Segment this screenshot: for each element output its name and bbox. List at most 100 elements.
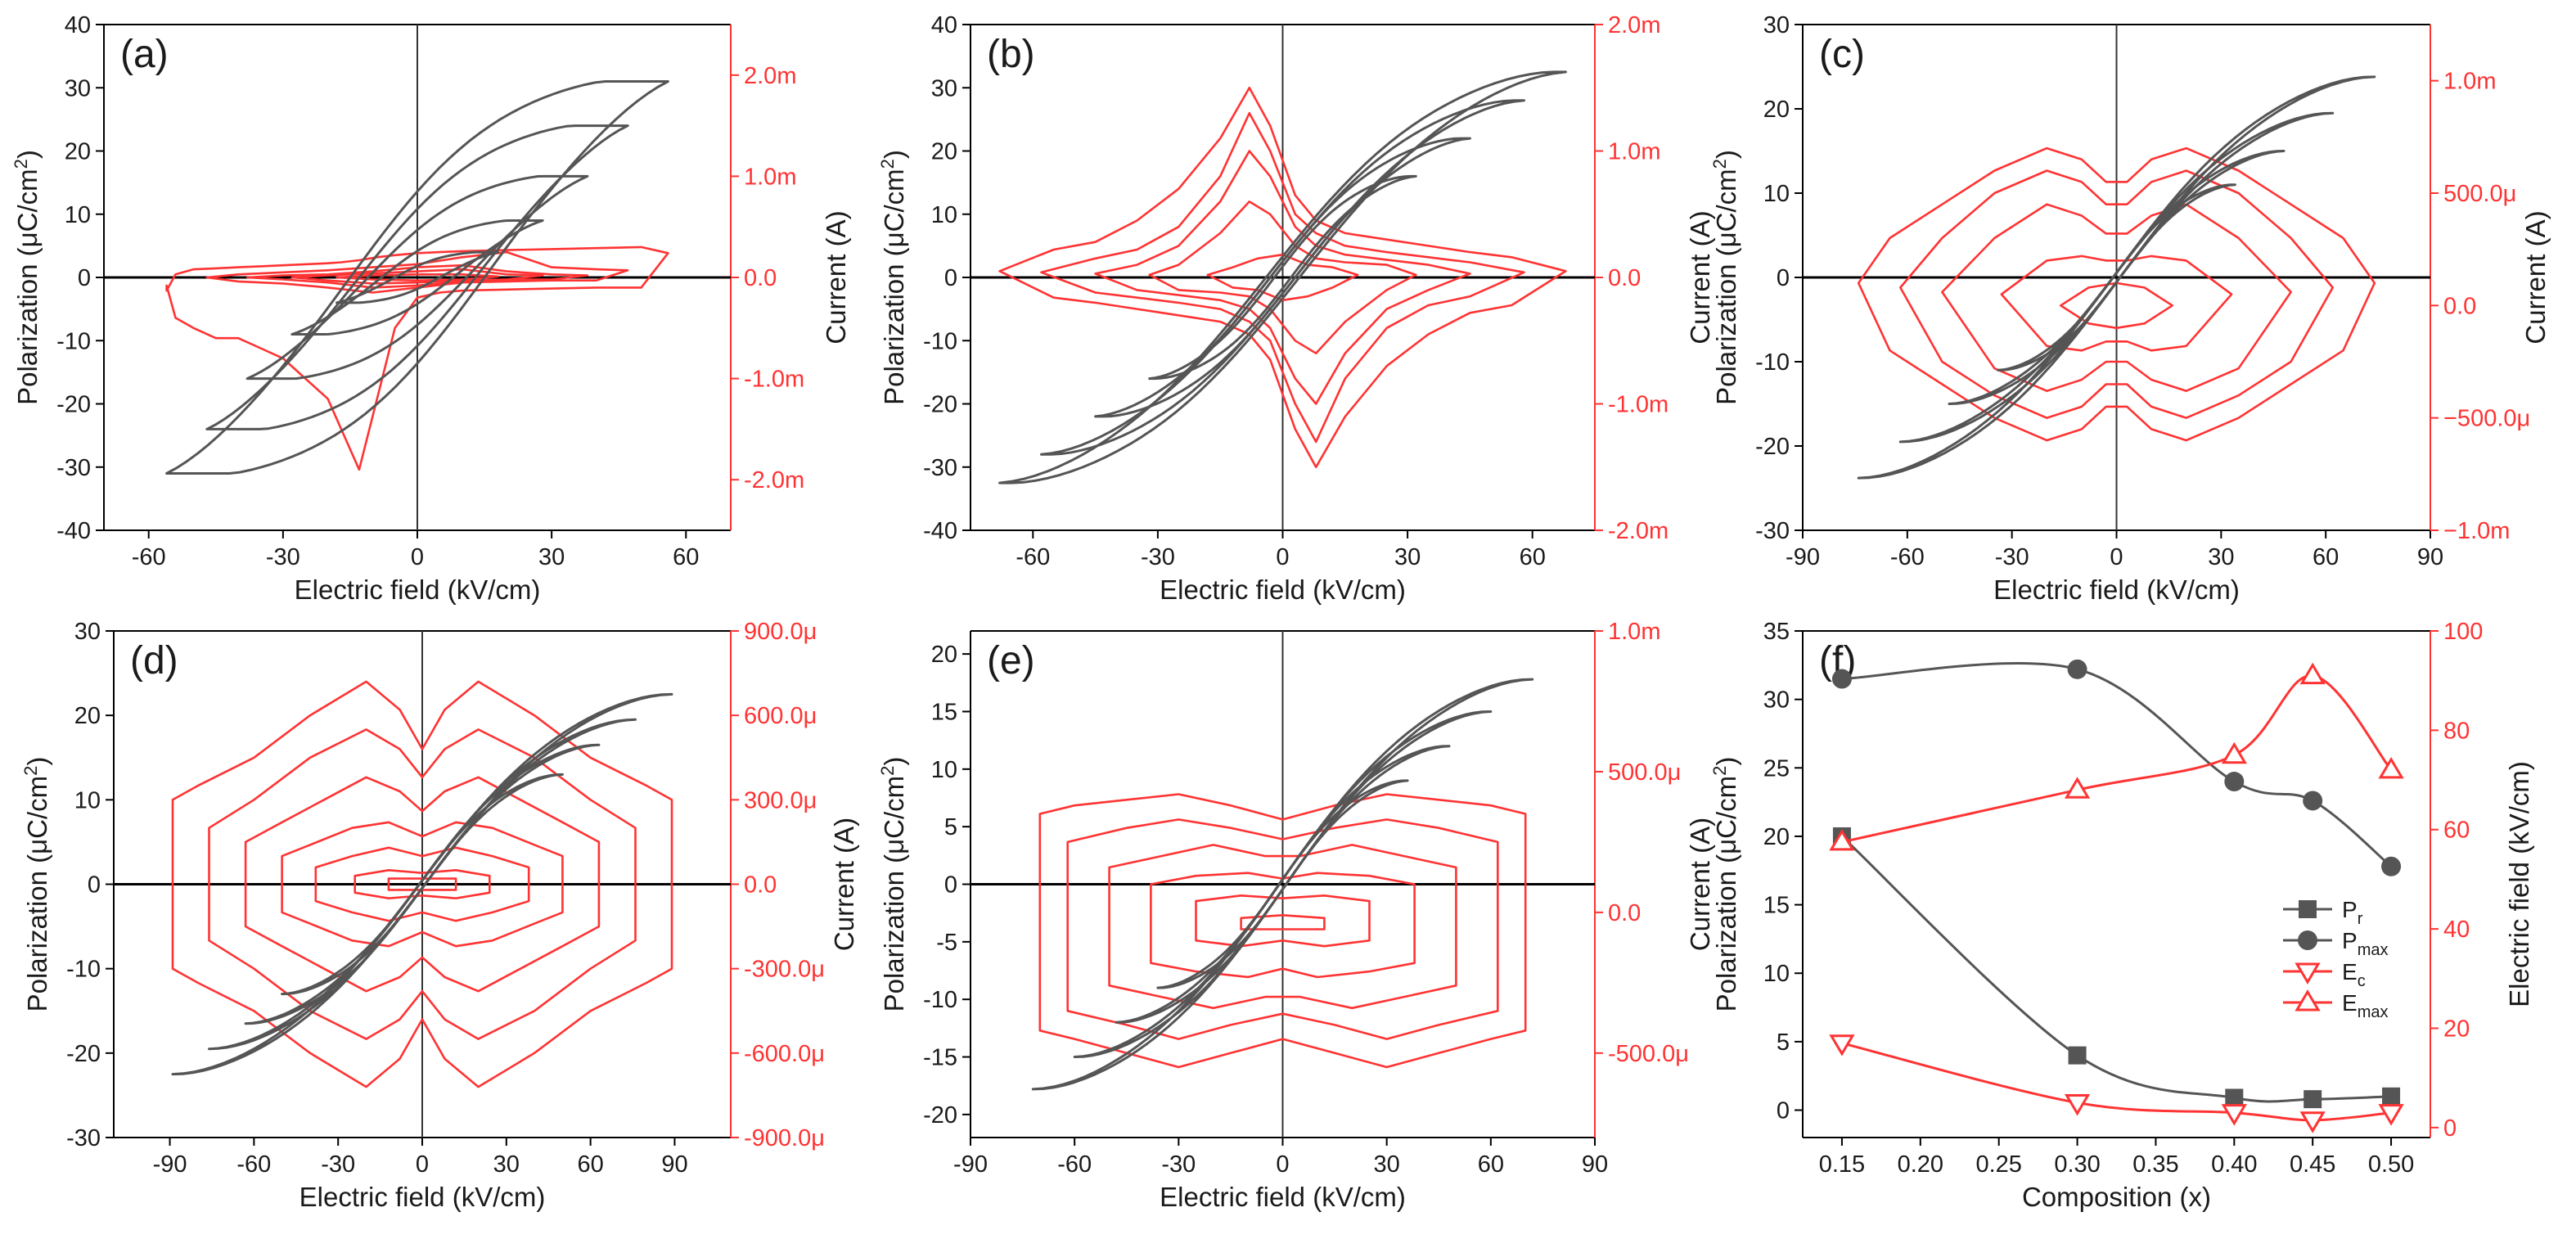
y-tick-label: -30 [1755, 518, 1790, 544]
ie-loop-line [1108, 844, 1457, 1010]
x-tick-label: 0 [416, 1151, 429, 1178]
y2-tick-label: 0 [2443, 1115, 2457, 1142]
y-tick-label: 10 [931, 202, 957, 228]
y-tick-label: 5 [1777, 1029, 1790, 1056]
x-tick-label: 0.50 [2368, 1151, 2414, 1178]
y-tick-label: 30 [1763, 687, 1790, 714]
y2-tick-label: -600.0μ [744, 1041, 825, 1067]
x-tick-label: 60 [1478, 1151, 1504, 1178]
legend-label: Pr [2342, 897, 2363, 928]
y-tick-label: 30 [74, 619, 101, 645]
x-axis-label: Electric field (kV/cm) [299, 1182, 546, 1212]
legend-marker [2298, 930, 2317, 950]
x-tick-label: 60 [1520, 544, 1546, 570]
ie-loop-line [2000, 255, 2233, 352]
x-tick-label: 0.35 [2132, 1151, 2178, 1178]
y2-tick-label: 40 [2443, 917, 2470, 943]
x-tick-label: 0.20 [1898, 1151, 1943, 1178]
series-marker-pmax [2067, 659, 2087, 679]
x-tick-label: 0 [2110, 544, 2123, 570]
y-tick-label: 10 [1763, 961, 1790, 987]
x-tick-label: 0.45 [2290, 1151, 2335, 1178]
x-tick-label: 60 [578, 1151, 604, 1178]
pe-loop-line [245, 174, 589, 381]
series-marker-pr [2304, 1090, 2322, 1109]
y-tick-label: -10 [66, 957, 101, 983]
ie-loop-line [1040, 111, 1525, 444]
x-axis-label: Electric field (kV/cm) [295, 574, 541, 605]
y2-tick-label: 1.0m [1608, 619, 1660, 645]
y-axis-label: Polarization (μC/cm2) [1709, 150, 1741, 405]
legend-label: Emax [2342, 990, 2388, 1021]
ie-loop-line [244, 776, 601, 993]
x-axis-label: Electric field (kV/cm) [1160, 574, 1406, 605]
pe-loop-line [1115, 745, 1451, 1024]
y-tick-label: 0 [944, 872, 957, 899]
y-tick-label: 25 [1763, 755, 1790, 782]
ie-loop-line [1899, 169, 2334, 419]
pe-loop-line [336, 250, 499, 304]
ie-loop-line [354, 869, 491, 899]
y-tick-label: -20 [1755, 434, 1790, 460]
y-tick-label: -10 [923, 328, 957, 354]
y-axis-label: Polarization (μC/cm2) [877, 150, 909, 405]
y2-tick-label: 2.0m [1608, 12, 1660, 38]
x-tick-label: -60 [1057, 1151, 1092, 1178]
y-axis-label: Polarization (μC/cm2) [11, 150, 43, 405]
x-tick-label: -90 [153, 1151, 187, 1178]
panel-letter: (c) [1819, 33, 1865, 76]
legend-label: Pmax [2342, 928, 2388, 959]
panel-f: 0.15 0.20 0.25 0.30 0.35 0.40 0.45 0.50 0 5 10 15 20… [1709, 619, 2534, 1212]
pe-loop-line [1031, 678, 1534, 1091]
x-tick-label: 0.25 [1975, 1151, 2021, 1178]
legend-marker [2295, 962, 2321, 984]
y2-tick-label: 2.0m [744, 63, 796, 89]
y-tick-label: 30 [931, 75, 957, 101]
y-tick-label: -20 [56, 392, 91, 418]
y-tick-label: 20 [931, 642, 957, 668]
ie-loop-line [1857, 146, 2376, 442]
series-marker-ec [2064, 1094, 2091, 1116]
ie-loop-line [314, 846, 530, 922]
x-axis-label: Electric field (kV/cm) [1993, 574, 2240, 605]
x-tick-label: -60 [132, 544, 166, 570]
series-marker-pmax [1831, 669, 1852, 689]
pe-loop-line [1997, 183, 2236, 372]
x-tick-label: 0.15 [1819, 1151, 1865, 1178]
y2-tick-label: -2.0m [744, 467, 804, 493]
y2-tick-label: −1.0m [2443, 518, 2510, 544]
series-marker-pmax [2224, 772, 2245, 792]
y-tick-label: 20 [1763, 824, 1790, 850]
y2-tick-label: 0.0 [2443, 293, 2476, 319]
series-marker-emax [2221, 741, 2247, 764]
series-marker-emax [2064, 777, 2091, 799]
ie-loop-line [2060, 282, 2173, 330]
x-tick-label: -30 [266, 544, 300, 570]
y2-tick-label: 600.0μ [744, 703, 817, 729]
y-axis-label: Polarization (μC/cm2) [877, 757, 909, 1012]
x-tick-label: 30 [493, 1151, 520, 1178]
y-tick-label: 10 [74, 787, 101, 813]
x-tick-label: 0 [1276, 1151, 1289, 1178]
y2-tick-label: 0.0 [744, 872, 777, 899]
ie-loop-line [281, 821, 564, 948]
x-tick-label: 30 [2208, 544, 2234, 570]
pe-loop-line [205, 124, 629, 430]
panel-c: -90 -60 -30 0 30 60 90 -30 -20 -10 0 10 20 30 −1.0m −50… [1709, 12, 2551, 605]
pe-loop-line [290, 219, 544, 336]
y2-axis-label: Current (A) [821, 210, 851, 344]
pe-loop-line [1948, 150, 2286, 405]
y-tick-label: 15 [931, 699, 957, 725]
series-marker-ec [2378, 1104, 2404, 1126]
x-tick-label: 30 [1394, 544, 1421, 570]
y-tick-label: 0 [78, 265, 91, 291]
series-marker-pr [2225, 1088, 2244, 1107]
panel-d: -90 -60 -30 0 30 60 90 -30 -20 -10 0 10 20 30 -900.0μ -… [20, 619, 859, 1212]
y2-tick-label: 900.0μ [744, 619, 817, 645]
y2-axis-label: Current (A) [1685, 818, 1715, 951]
y2-axis-label: Current (A) [2520, 210, 2551, 344]
x-tick-label: 0 [1276, 544, 1289, 570]
y-tick-label: -40 [923, 518, 957, 544]
series-marker-ec [1829, 1034, 1855, 1057]
